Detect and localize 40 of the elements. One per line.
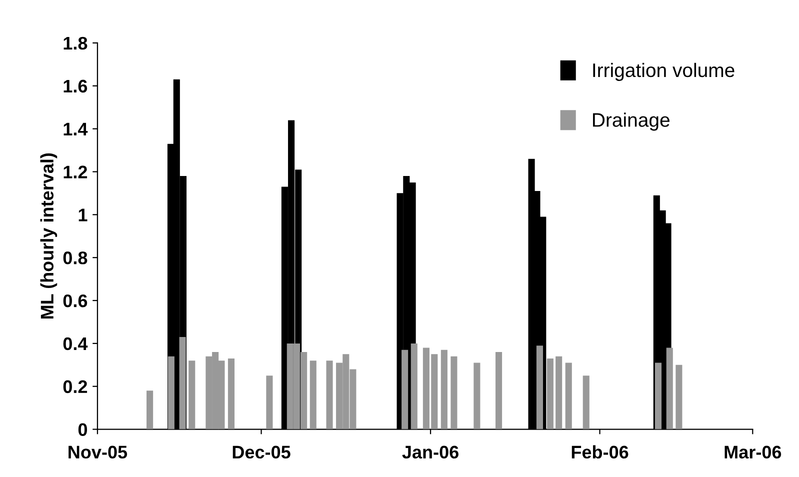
bar	[654, 362, 662, 430]
bar	[402, 350, 408, 430]
bar	[450, 356, 458, 430]
bar	[326, 360, 333, 430]
y-axis-title: ML (hourly interval)	[40, 153, 58, 319]
bar	[496, 352, 502, 430]
bar	[666, 348, 673, 430]
bar	[228, 358, 235, 430]
legend-label: Irrigation volume	[593, 62, 734, 81]
x-tick-label: Jan-06	[402, 446, 458, 459]
bar	[168, 356, 174, 430]
bar	[676, 364, 682, 430]
bar	[179, 337, 186, 430]
y-tick-label: 1.2	[64, 166, 88, 178]
bar	[310, 360, 316, 430]
y-tick-label: 1.8	[64, 36, 88, 50]
bar	[565, 362, 572, 430]
y-tick-label: 0.8	[63, 252, 88, 264]
bar	[536, 346, 543, 430]
x-tick-label: Dec-05	[232, 446, 290, 459]
bar	[546, 358, 554, 430]
bar	[410, 343, 418, 430]
y-tick-label: 1.6	[64, 80, 88, 93]
bar	[556, 356, 562, 430]
x-tick-label: Nov-05	[68, 446, 128, 459]
bar	[266, 376, 273, 430]
legend-label: Drainage	[593, 112, 670, 131]
y-tick-label: 0.4	[63, 337, 88, 350]
bar	[146, 390, 154, 430]
bar	[582, 376, 590, 430]
y-tick-label: 1	[78, 208, 88, 222]
x-tick-label: Mar-06	[724, 446, 782, 459]
y-tick-label: 0.6	[63, 294, 88, 308]
bar	[474, 362, 480, 430]
bar	[188, 360, 196, 430]
y-tick-label: 0.2	[63, 380, 88, 394]
y-tick-label: 0	[78, 423, 88, 436]
x-tick-label: Feb-06	[572, 445, 628, 459]
bar	[440, 350, 448, 430]
y-tick-label: 1.4	[64, 122, 88, 136]
